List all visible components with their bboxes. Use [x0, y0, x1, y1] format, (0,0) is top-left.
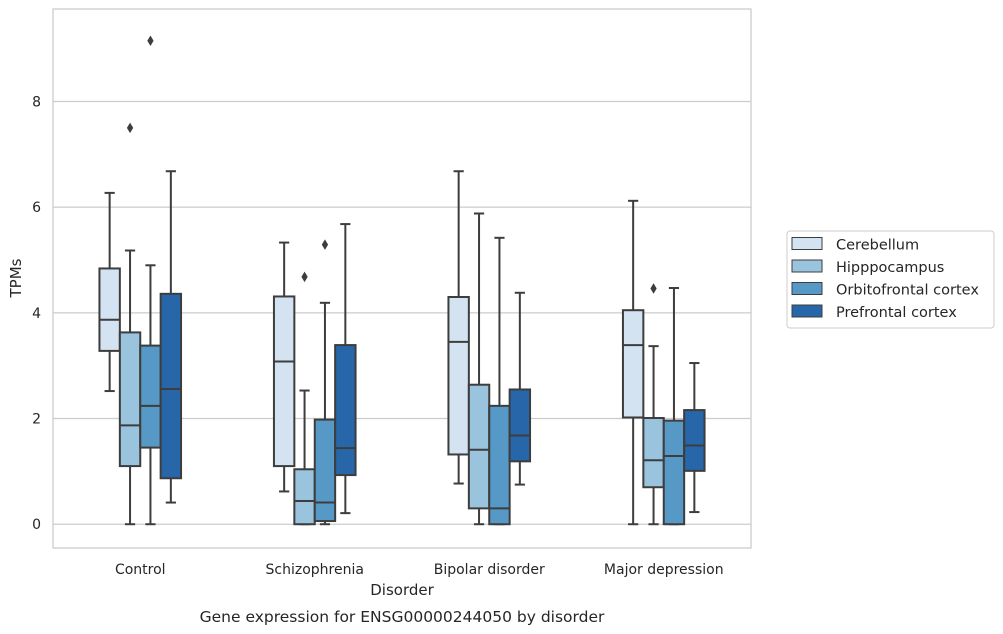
box-1-3 [334, 223, 357, 515]
y-tick-labels: 0 2 4 6 8 [32, 94, 41, 533]
box-body [662, 419, 686, 526]
box-body [621, 309, 645, 419]
outlier-point [126, 122, 134, 134]
y-tick-label: 6 [32, 200, 41, 216]
box-body [642, 417, 665, 489]
box-body [334, 344, 357, 477]
box-body [467, 383, 491, 510]
box-0-1 [118, 122, 142, 526]
box-body [683, 409, 706, 472]
y-tick-label: 4 [32, 306, 41, 322]
legend-swatch [791, 282, 823, 295]
box-3-3 [683, 362, 706, 514]
x-tick-label: Control [115, 562, 166, 578]
box-3-0 [621, 199, 645, 526]
box-2-2 [488, 236, 511, 526]
box-1-0 [272, 241, 296, 493]
y-tick-label: 0 [32, 517, 41, 533]
legend-label: Orbitofrontal cortex [836, 283, 979, 299]
box-body [118, 331, 142, 468]
box-layer [98, 35, 706, 526]
x-tick-label: Major depression [604, 562, 724, 578]
outlier-point [321, 239, 329, 250]
x-axis-label: Disorder [370, 581, 434, 599]
legend-items: Cerebellum Hipppocampus Orbitofrontal cort… [791, 237, 979, 321]
box-2-3 [508, 291, 532, 486]
box-1-2 [313, 239, 337, 526]
legend-swatch [791, 304, 823, 318]
x-tick-label: Schizophrenia [266, 562, 364, 578]
y-axis-label: TPMs [7, 258, 25, 298]
x-tick-labels: Control Schizophrenia Bipolar disorder Majo… [115, 562, 724, 578]
box-body [293, 468, 316, 526]
box-body [447, 295, 470, 456]
box-body [139, 344, 162, 449]
legend-label: Hipppocampus [836, 260, 944, 276]
box-body [508, 388, 532, 463]
outlier-point [301, 271, 308, 283]
legend-swatch [791, 237, 823, 250]
box-body [98, 267, 121, 352]
box-1-1 [293, 271, 316, 526]
box-3-1 [642, 283, 665, 526]
legend-frame [786, 230, 995, 329]
legend-label: Cerebellum [836, 238, 919, 254]
box-0-3 [159, 170, 183, 504]
x-tick-label: Bipolar disorder [434, 562, 545, 578]
box-0-0 [98, 191, 121, 393]
plot-frame [52, 8, 752, 549]
outlier-point [147, 35, 154, 46]
box-body [272, 295, 296, 468]
box-2-1 [467, 212, 491, 526]
outlier-point [650, 283, 657, 294]
box-body [488, 404, 511, 526]
box-body [313, 418, 337, 523]
legend-swatch [791, 259, 823, 273]
legend: Cerebellum Hipppocampus Orbitofrontal cort… [786, 230, 995, 329]
y-tick-label: 2 [32, 412, 41, 428]
figure-caption: Gene expression for ENSG00000244050 by d… [200, 608, 605, 626]
box-0-2 [139, 35, 162, 526]
y-tick-label: 8 [32, 94, 41, 110]
box-3-2 [662, 287, 686, 526]
box-2-0 [447, 170, 470, 485]
box-body [159, 292, 183, 480]
legend-label: Prefrontal cortex [836, 305, 957, 321]
